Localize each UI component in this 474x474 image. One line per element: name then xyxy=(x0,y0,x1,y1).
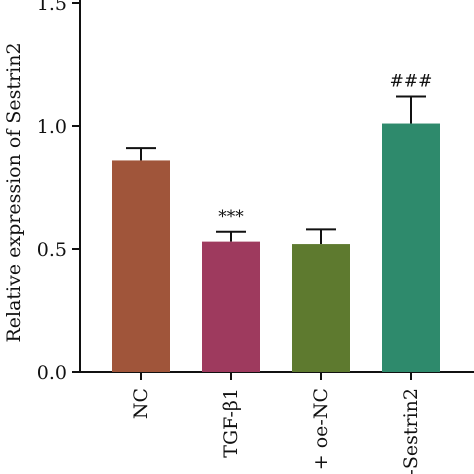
x-tick-label: TGF-β1 xyxy=(220,388,242,458)
y-tick-label: 0.5 xyxy=(37,239,67,261)
x-ticks: NC TGF-β1 + oe-NC -Sestrin2 xyxy=(130,372,422,474)
y-axis-label: Relative expression of Sestrin2 xyxy=(3,42,25,342)
significance-label: *** xyxy=(218,207,244,227)
bar xyxy=(382,123,440,372)
x-tick-label: -Sestrin2 xyxy=(400,388,422,474)
bar xyxy=(112,160,170,372)
y-tick-label: 0.0 xyxy=(37,362,67,384)
bars: *** ### xyxy=(112,71,440,372)
bar xyxy=(202,241,260,372)
y-tick-label: 1.0 xyxy=(37,116,67,138)
bar xyxy=(292,244,350,372)
x-tick-label: + oe-NC xyxy=(310,388,332,470)
x-tick-label: NC xyxy=(130,388,152,419)
y-ticks: 0.0 0.5 1.0 1.5 xyxy=(37,0,80,384)
y-tick-label: 1.5 xyxy=(37,0,67,15)
significance-label: ### xyxy=(390,71,433,91)
